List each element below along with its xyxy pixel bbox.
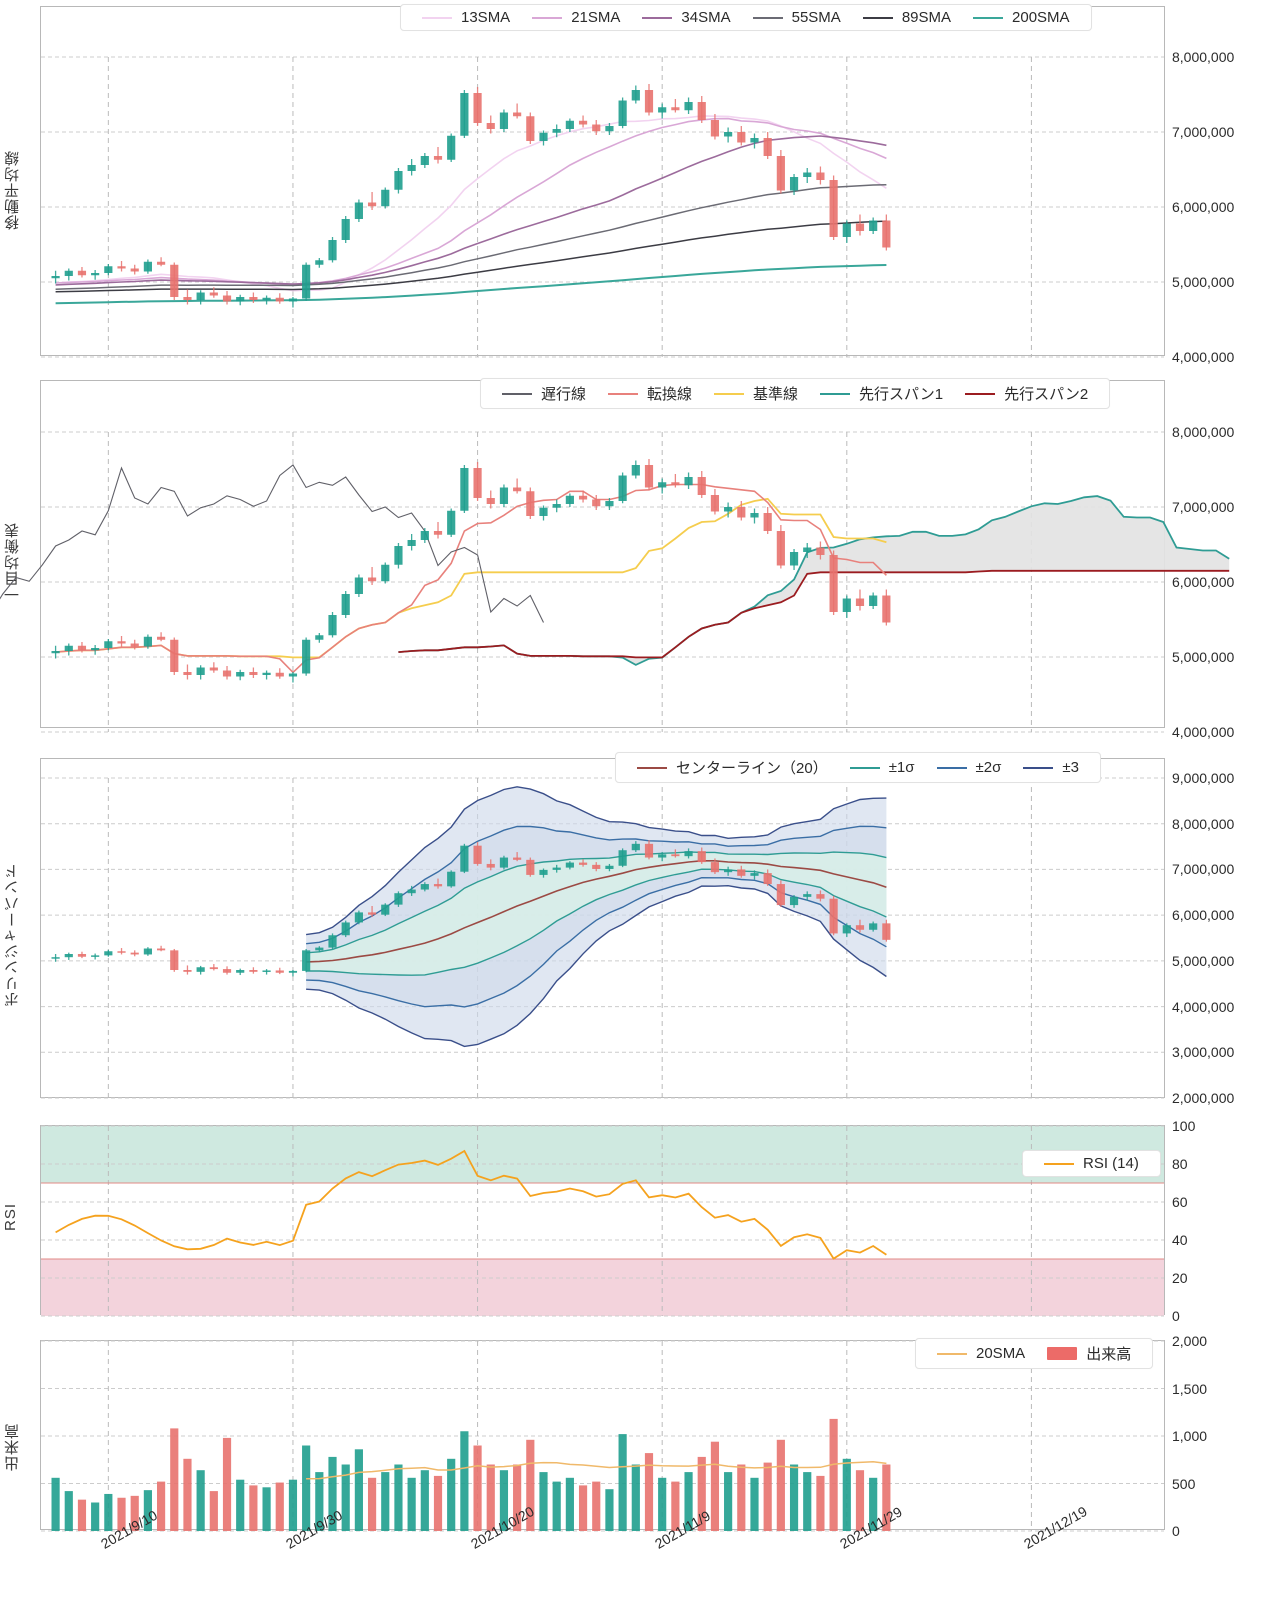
legend-item-1[interactable]: ±1σ [849, 759, 915, 776]
legend-item-3[interactable]: 先行スパン1 [820, 383, 943, 404]
legend-label: 21SMA [571, 9, 621, 26]
legend-swatch-line [937, 1352, 967, 1355]
bollinger-band-ytick: 2,000,000 [1172, 1090, 1235, 1106]
legend-label: 転換線 [647, 386, 693, 403]
volume-ytick: 2,000 [1172, 1333, 1208, 1349]
legend-label: 34SMA [681, 9, 731, 26]
legend-swatch-line [502, 392, 532, 395]
legend-item-0[interactable]: センターライン（20） [637, 757, 828, 778]
legend-swatch-line [1023, 766, 1054, 769]
rsi-ytick: 40 [1172, 1232, 1188, 1248]
moving-average-ytick: 5,000,000 [1172, 274, 1235, 290]
legend-item-1[interactable]: 21SMA [532, 9, 620, 26]
legend-swatch-line [936, 766, 967, 769]
bollinger-band-ytick: 4,000,000 [1172, 998, 1235, 1015]
legend-moving-average[interactable]: 13SMA 21SMA 34SMA 55SMA 89SMA 200SMA [400, 4, 1092, 31]
bollinger-band-ytick: 8,000,000 [1172, 815, 1235, 832]
legend-item-2[interactable]: 基準線 [714, 383, 798, 404]
legend-swatch-line [849, 766, 880, 769]
volume-ytick: 1,000 [1172, 1428, 1208, 1444]
legend-label: ±2σ [975, 759, 1002, 776]
ichimoku-ytick: 6,000,000 [1172, 574, 1235, 590]
legend-label: 200SMA [1012, 9, 1070, 26]
legend-item-0[interactable]: RSI (14) [1044, 1155, 1139, 1172]
volume-plot [41, 1340, 1164, 1532]
legend-item-1[interactable]: 転換線 [608, 383, 692, 404]
moving-average-ytick: 6,000,000 [1172, 199, 1235, 215]
legend-swatch-box [1047, 1347, 1078, 1360]
moving-average-ytick: 4,000,000 [1172, 349, 1235, 365]
ichimoku-ytick: 7,000,000 [1172, 499, 1235, 515]
rsi-ytick: 100 [1172, 1118, 1196, 1134]
legend-item-3[interactable]: 55SMA [752, 9, 841, 26]
legend-item-0[interactable]: 13SMA [422, 9, 510, 26]
legend-swatch-line [637, 766, 667, 769]
legend-label: 55SMA [791, 9, 841, 26]
legend-swatch-line [1044, 1162, 1074, 1165]
panel-ichimoku: 一目均衡表 遅行線 転換線 基準線 先行スパン1 先行スパン2 8,000,000 7,0… [0, 372, 1273, 740]
legend-swatch-line [608, 392, 639, 395]
legend-volume[interactable]: 20SMA 出来高 [915, 1338, 1154, 1369]
rsi-ytick: 80 [1172, 1156, 1188, 1172]
rsi-ytick: 60 [1172, 1194, 1188, 1210]
legend-item-2[interactable]: ±2σ [936, 759, 1002, 776]
legend-item-2[interactable]: 34SMA [642, 9, 731, 26]
legend-swatch-line [714, 392, 745, 395]
volume-ytick: 1,500 [1172, 1380, 1208, 1397]
legend-label: 基準線 [753, 386, 799, 403]
legend-bollinger-band[interactable]: センターライン（20） ±1σ ±2σ ±3 [615, 752, 1101, 783]
bollinger-band-ytick: 9,000,000 [1172, 770, 1235, 786]
panel-rsi: RSI RSI (14) 100 80 60 40 20 0 [0, 1112, 1273, 1332]
ichimoku-ytick: 5,000,000 [1172, 649, 1235, 665]
bollinger-band-ytick: 5,000,000 [1172, 952, 1235, 969]
ichimoku-ytick: 4,000,000 [1172, 724, 1235, 740]
volume-ytick: 500 [1172, 1475, 1196, 1492]
legend-item-5[interactable]: 200SMA [973, 9, 1070, 26]
rsi-ytick: 0 [1172, 1308, 1180, 1324]
legend-label: ±1σ [888, 759, 915, 776]
rsi-ytick: 20 [1172, 1270, 1188, 1286]
legend-swatch-line [752, 16, 783, 19]
volume-ytick: 0 [1172, 1523, 1180, 1539]
ichimoku-ytick: 8,000,000 [1172, 424, 1235, 440]
moving-average-ytick: 8,000,000 [1172, 49, 1235, 65]
legend-label: ±3 [1062, 759, 1079, 776]
legend-swatch-line [532, 16, 563, 19]
moving-average-ytick: 7,000,000 [1172, 124, 1235, 140]
legend-label: 20SMA [976, 1345, 1026, 1362]
legend-label: 遅行線 [541, 386, 587, 403]
legend-label: 先行スパン2 [1004, 386, 1089, 403]
bollinger-band-ytick: 3,000,000 [1172, 1044, 1235, 1061]
legend-swatch-line [973, 16, 1004, 19]
legend-label: センターライン（20） [676, 760, 828, 777]
legend-swatch-line [820, 392, 851, 395]
legend-swatch-line [422, 16, 452, 19]
legend-label: 13SMA [461, 9, 511, 26]
legend-ichimoku[interactable]: 遅行線 転換線 基準線 先行スパン1 先行スパン2 [480, 378, 1111, 409]
legend-rsi[interactable]: RSI (14) [1022, 1150, 1161, 1177]
panel-bollinger-band: ボリンジャーバンド センターライン（20） ±1σ ±2σ ±3 9,000,000 8… [0, 740, 1273, 1112]
legend-item-4[interactable]: 先行スパン2 [965, 383, 1088, 404]
legend-item-4[interactable]: 89SMA [862, 9, 952, 26]
bollinger-band-ytick: 6,000,000 [1172, 907, 1235, 924]
bollinger-plot [41, 777, 1164, 1099]
panel-volume: 出来高 20SMA 出来高 2,000 1,500 1,000 500 0 2021/9/… [0, 1332, 1273, 1600]
panel-moving-average: 移動平均線 13SMA 21SMA 34SMA 55SMA 89SMA 200SMA 8,… [0, 0, 1273, 372]
bollinger-band-ytick: 7,000,000 [1172, 861, 1235, 878]
legend-item-3[interactable]: ±3 [1023, 759, 1079, 776]
legend-swatch-line [965, 392, 996, 395]
legend-label: 出来高 [1086, 1346, 1132, 1363]
legend-swatch-line [862, 16, 893, 19]
legend-item-0[interactable]: 遅行線 [502, 383, 586, 404]
legend-label: 先行スパン1 [859, 386, 944, 403]
legend-item-0[interactable]: 20SMA [937, 1345, 1025, 1362]
moving-average-plot [41, 56, 1164, 358]
legend-item-1[interactable]: 出来高 [1047, 1343, 1131, 1364]
legend-label: RSI (14) [1083, 1155, 1139, 1172]
legend-swatch-line [642, 16, 673, 19]
ichimoku-plot [0, 431, 1230, 733]
legend-label: 89SMA [901, 9, 952, 26]
rsi-plot [41, 1125, 1164, 1317]
